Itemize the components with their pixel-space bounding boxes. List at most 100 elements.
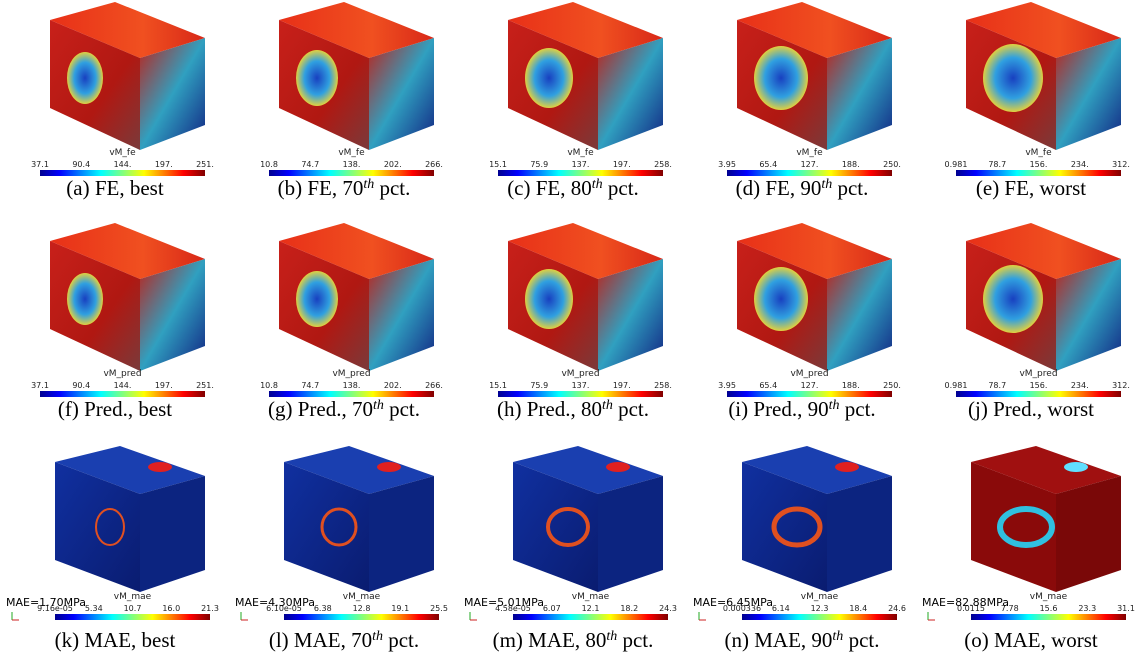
colorbar-tick-label: 15.1 [489,160,507,169]
colorbar-tick-label: 138. [343,160,361,169]
colorbar [513,614,668,620]
caption: (l) MAE, 70th pct. [269,628,419,652]
caption: (n) MAE, 90th pct. [725,628,880,652]
hotspot [148,462,172,472]
box-side [598,38,663,150]
mae-label: MAE=4.30MPa [235,596,315,609]
colorbar-title: vM_fe [109,148,136,158]
caption-text: (l) MAE, 70 [269,628,372,652]
colorbar-tick-label: 197. [155,160,173,169]
box-side [827,476,892,592]
rendering [737,223,892,371]
box-top [50,223,205,279]
caption-text: pct. [374,176,410,200]
caption-text: (f) Pred., best [58,397,172,421]
panel: vM_fe 0.981 78.7 156. 234. 312. (e) FE, worst [945,2,1130,200]
colorbar-tick-label: 12.8 [353,604,371,613]
caption-sup: th [373,398,384,413]
caption-text: (n) MAE, 90 [725,628,833,652]
box-side [1056,476,1121,592]
colorbar-tick-label: 21.3 [201,604,219,613]
caption-text: (e) FE, worst [976,176,1086,200]
colorbar [971,614,1126,620]
caption-sup: th [606,629,617,644]
rendering [737,2,892,150]
box-side [140,38,205,150]
box-top [966,2,1121,58]
colorbar-title: vM_fe [338,148,365,158]
colorbar-title: vM_pred [1019,369,1057,379]
colorbar-tick-label: 65.4 [759,160,777,169]
colorbar-tick-label: 6.38 [314,604,332,613]
panel: vM_pred 10.8 74.7 138. 202. 266. (g) Pred., 70… [260,223,443,421]
colorbar-tick-label: 7.78 [1001,604,1019,613]
colorbar-tick-label: 23.3 [1078,604,1096,613]
box-top [279,2,434,58]
colorbar [55,614,210,620]
caption: (h) Pred., 80th pct. [497,397,649,421]
panel: vM_mae 4.58e-05 6.07 12.1 18.2 24.3 MAE=5.01MP… [464,446,677,652]
colorbar-tick-label: 18.2 [620,604,638,613]
box-top [508,223,663,279]
box-top [279,223,434,279]
colorbar-title: vM_pred [561,369,599,379]
colorbar-title: vM_mae [1030,592,1068,602]
caption-sup: th [821,177,832,192]
box-front [284,462,369,592]
caption-text: (h) Pred., 80 [497,397,602,421]
box-top [513,446,663,494]
colorbar-tick-label: 258. [654,160,672,169]
colorbar-title: vM_mae [114,592,152,602]
caption-text: pct. [840,397,876,421]
caption-text: (c) FE, 80 [507,176,592,200]
box-side [140,476,205,592]
panel: vM_mae 9.16e-05 5.34 10.7 16.0 21.3 MAE=1.70MP… [6,446,219,652]
colorbar [956,170,1121,176]
caption: (b) FE, 70th pct. [278,176,411,200]
panel: vM_pred 37.1 90.4 144. 197. 251. (f) Pred., be… [31,223,214,421]
colorbar-title: vM_pred [790,369,828,379]
colorbar-tick-label: 250. [883,160,901,169]
caption-text: (b) FE, 70 [278,176,364,200]
colorbar-tick-label: 251. [196,381,214,390]
caption: (k) MAE, best [55,628,176,652]
colorbar-tick-label: 15.6 [1040,604,1058,613]
colorbar-tick-label: 188. [842,160,860,169]
box-top [508,2,663,58]
hole [296,50,338,106]
panel: vM_pred 3.95 65.4 127. 188. 250. (i) Pred., 90… [718,223,901,421]
hole [983,265,1043,333]
colorbar-tick-label: 18.4 [849,604,867,613]
hole [525,269,573,329]
hotspot [1064,462,1088,472]
panel: vM_mae 6.10e-05 6.38 12.8 19.1 25.5 MAE=4.30MP… [235,446,448,652]
colorbar-tick-label: 25.5 [430,604,448,613]
hole [983,44,1043,112]
colorbar-tick-label: 75.9 [530,160,548,169]
caption-sup: th [829,398,840,413]
caption: (c) FE, 80th pct. [507,176,639,200]
panel: vM_mae 0.0115 7.78 15.6 23.3 31.1 MAE=82.88MPa… [922,446,1135,652]
colorbar-tick-label: 197. [155,381,173,390]
box-front [55,462,140,592]
colorbar-tick-label: 266. [425,381,443,390]
colorbar-tick-label: 6.10e-05 [266,604,302,613]
mae-label: MAE=5.01MPa [464,596,544,609]
caption-sup: th [592,177,603,192]
box-front [513,462,598,592]
colorbar-tick-label: 144. [114,160,132,169]
caption-text: (d) FE, 90 [736,176,822,200]
hole [754,46,808,110]
hole [525,48,573,108]
rendering [513,446,663,592]
caption-sup: th [602,398,613,413]
colorbar-title: vM_mae [572,592,610,602]
colorbar [498,391,663,397]
hotspot [606,462,630,472]
caption-text: pct. [613,397,649,421]
caption-text: pct. [843,628,879,652]
box-front [971,462,1056,592]
mae-label: MAE=1.70MPa [6,596,86,609]
box-top [742,446,892,494]
colorbar-tick-label: 24.6 [888,604,906,613]
